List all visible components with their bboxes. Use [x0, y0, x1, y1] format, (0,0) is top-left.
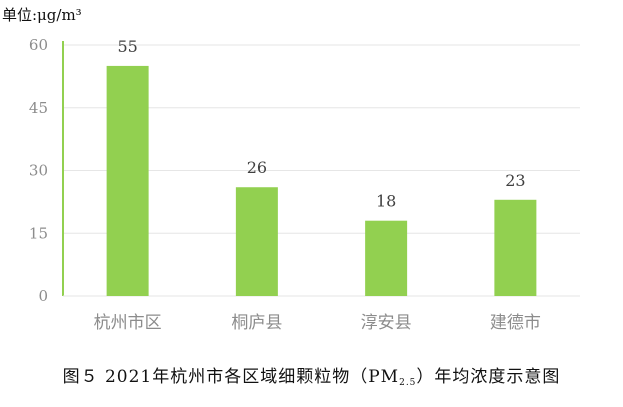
data-label: 18: [376, 192, 396, 211]
x-tick-label: 桐庐县: [231, 313, 282, 333]
figure-caption: 图５ 2021年杭州市各区域细颗粒物（PM2.5）年均浓度示意图: [0, 362, 623, 388]
bar: [235, 187, 278, 296]
bar-chart: 0 15 30 45 60 55 杭州市区 26 桐庐县 18 淳安县 23 建德市: [29, 36, 580, 333]
caption-main: 图５ 2021年杭州市各区域细颗粒物（PM: [62, 367, 400, 387]
y-unit-label: 单位:μg/m³: [2, 6, 82, 24]
bar: [365, 220, 408, 296]
x-tick-label: 杭州市区: [94, 313, 162, 333]
data-label: 26: [247, 158, 267, 177]
y-tick-label: 45: [29, 99, 48, 117]
caption-subscript: 2.5: [399, 378, 417, 388]
data-label: 55: [117, 37, 137, 56]
data-label: 23: [505, 171, 525, 190]
y-tick-label: 60: [29, 36, 48, 54]
bar: [494, 199, 537, 296]
caption-tail: ）年均浓度示意图: [416, 367, 561, 387]
x-tick-label: 建德市: [490, 313, 541, 333]
y-tick-label: 15: [29, 224, 48, 242]
y-tick-label: 30: [29, 162, 48, 180]
x-tick-label: 淳安县: [361, 313, 412, 333]
bar: [106, 65, 149, 297]
y-tick-label: 0: [38, 287, 48, 305]
